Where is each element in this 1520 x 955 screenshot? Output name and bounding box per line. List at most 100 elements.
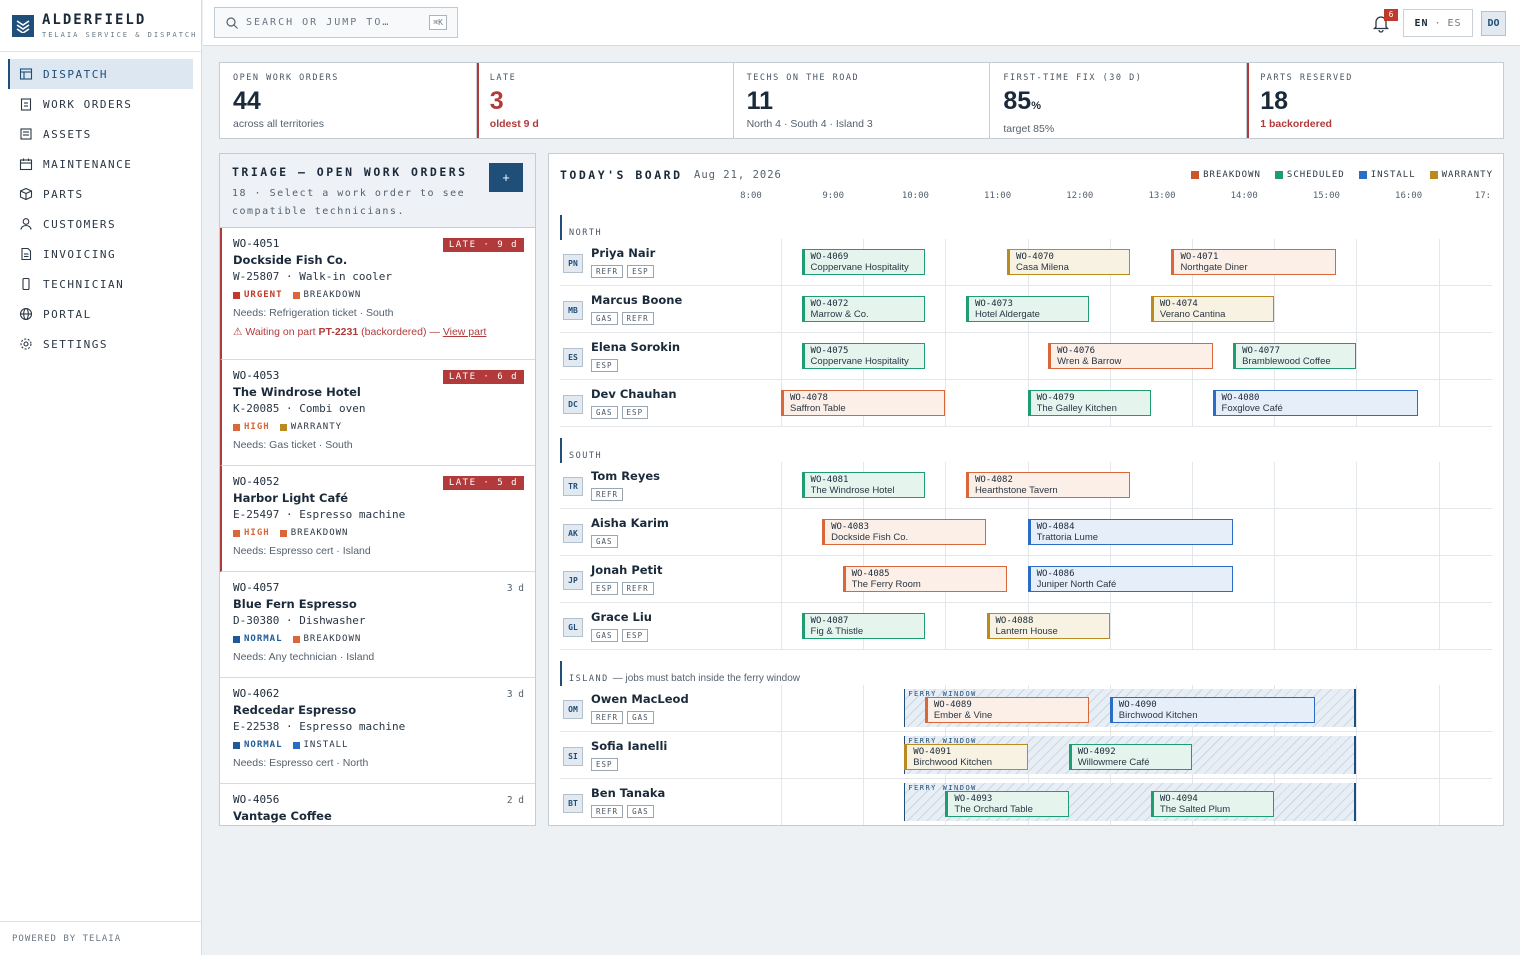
job-block[interactable]: WO-4093 The Orchard Table <box>945 791 1069 817</box>
nav-item-customers[interactable]: CUSTOMERS <box>8 209 193 239</box>
job-block[interactable]: WO-4091 Birchwood Kitchen <box>904 744 1028 770</box>
priority-swatch <box>233 291 240 299</box>
kpi-label: OPEN WORK ORDERS <box>233 73 339 83</box>
tech-name[interactable]: Owen MacLeod <box>591 692 689 706</box>
work-order-card[interactable]: WO-4057 Blue Fern Espresso D-30380 · Dishw… <box>220 572 535 678</box>
tech-avatar[interactable]: JP <box>563 571 583 590</box>
hour-label: 15:00 <box>1312 191 1340 201</box>
tech-avatar[interactable]: OM <box>563 700 583 719</box>
job-customer: Willowmere Café <box>1077 757 1150 768</box>
job-block[interactable]: WO-4082 Hearthstone Tavern <box>965 472 1131 498</box>
job-block[interactable]: WO-4081 The Windrose Hotel <box>801 472 925 498</box>
tech-name[interactable]: Ben Tanaka <box>591 786 666 800</box>
triage-panel: TRIAGE — OPEN WORK ORDERS 18 · Select a … <box>219 153 536 826</box>
job-block[interactable]: WO-4083 Dockside Fish Co. <box>822 519 987 545</box>
tech-name[interactable]: Tom Reyes <box>591 469 660 483</box>
job-block[interactable]: WO-4073 Hotel Aldergate <box>965 296 1090 322</box>
tech-avatar[interactable]: SI <box>563 747 583 766</box>
work-order-card[interactable]: WO-4053 The Windrose Hotel K-20085 · Combi… <box>220 360 535 466</box>
skill-tag: REFR <box>591 711 624 724</box>
legend-item: WARRANTY <box>1429 170 1493 180</box>
job-customer: Northgate Diner <box>1180 262 1248 273</box>
nav-item-assets[interactable]: ASSETS <box>8 119 193 149</box>
bell-icon[interactable] <box>1371 13 1391 33</box>
job-block[interactable]: WO-4069 Coppervane Hospitality <box>801 249 925 275</box>
nav-item-portal[interactable]: PORTAL <box>8 299 193 329</box>
lang-es[interactable]: ES <box>1447 17 1462 29</box>
add-work-order-button[interactable]: + <box>489 163 523 192</box>
customer-name: Dockside Fish Co. <box>233 253 348 267</box>
job-block[interactable]: WO-4092 Willowmere Café <box>1068 744 1192 770</box>
legend-swatch <box>1274 171 1283 179</box>
nav-item-work-orders[interactable]: WORK ORDERS <box>8 89 193 119</box>
tech-avatar[interactable]: DC <box>563 395 583 414</box>
nav-item-label: DISPATCH <box>43 67 108 81</box>
job-block[interactable]: WO-4078 Saffron Table <box>781 390 946 416</box>
nav-item-parts[interactable]: PARTS <box>8 179 193 209</box>
tech-avatar[interactable]: MB <box>563 301 583 320</box>
view-part-link[interactable]: View part <box>442 326 487 338</box>
job-block[interactable]: WO-4088 Lantern House <box>986 613 1110 639</box>
tech-name[interactable]: Jonah Petit <box>591 563 663 577</box>
nav-item-technician[interactable]: TECHNICIAN <box>8 269 193 299</box>
tech-name[interactable]: Aisha Karim <box>591 516 669 530</box>
job-customer: Marrow & Co. <box>810 309 869 320</box>
tech-name[interactable]: Dev Chauhan <box>591 387 677 401</box>
tech-avatar[interactable]: GL <box>563 618 583 637</box>
job-block[interactable]: WO-4086 Juniper North Café <box>1027 566 1234 592</box>
tech-name[interactable]: Priya Nair <box>591 246 656 260</box>
board-date: Aug 21, 2026 <box>694 169 782 181</box>
job-block[interactable]: WO-4075 Coppervane Hospitality <box>801 343 925 369</box>
job-block[interactable]: WO-4084 Trattoria Lume <box>1027 519 1234 545</box>
tech-avatar[interactable]: BT <box>563 794 583 813</box>
work-order-card[interactable]: WO-4062 Redcedar Espresso E-22538 · Espres… <box>220 678 535 784</box>
technician-row: JP Jonah Petit ESP REFR WO-4085 The Ferry Roo… <box>560 556 1492 603</box>
nav-item-settings[interactable]: SETTINGS <box>8 329 193 359</box>
work-order-card[interactable]: WO-4052 Harbor Light Café E-25497 · Espres… <box>220 466 535 572</box>
job-block[interactable]: WO-4090 Birchwood Kitchen <box>1109 697 1316 723</box>
powered-by: POWERED BY TELAIA <box>0 921 201 955</box>
job-block[interactable]: WO-4089 Ember & Vine <box>924 697 1090 723</box>
language-switcher[interactable]: EN · ES <box>1403 9 1473 37</box>
nav-item-invoicing[interactable]: INVOICING <box>8 239 193 269</box>
kpi-card[interactable]: OPEN WORK ORDERS 44 across all territories <box>220 63 477 138</box>
job-block[interactable]: WO-4080 Foxglove Café <box>1212 390 1419 416</box>
brand[interactable]: ALDERFIELD TELAIA SERVICE & DISPATCH <box>0 0 201 52</box>
job-block[interactable]: WO-4076 Wren & Barrow <box>1048 343 1213 369</box>
skill-tag: ESP <box>591 359 618 372</box>
job-block[interactable]: WO-4094 The Salted Plum <box>1150 791 1275 817</box>
job-block[interactable]: WO-4070 Casa Milena <box>1007 249 1131 275</box>
tech-avatar[interactable]: PN <box>563 254 583 273</box>
nav-item-maintenance[interactable]: MAINTENANCE <box>8 149 193 179</box>
search-input[interactable]: SEARCH OR JUMP TO… ⌘K <box>214 7 458 38</box>
job-block[interactable]: WO-4079 The Galley Kitchen <box>1027 390 1151 416</box>
job-customer: The Salted Plum <box>1159 804 1231 815</box>
job-block[interactable]: WO-4077 Bramblewood Coffee <box>1233 343 1357 369</box>
hour-gridline <box>863 732 865 779</box>
tech-skills: REFR <box>591 488 627 501</box>
work-order-card[interactable]: WO-4051 Dockside Fish Co. W-25807 · Walk-i… <box>220 228 535 360</box>
tech-name[interactable]: Marcus Boone <box>591 293 683 307</box>
tech-name[interactable]: Elena Sorokin <box>591 340 681 354</box>
tech-avatar[interactable]: AK <box>563 524 583 543</box>
kpi-card[interactable]: PARTS RESERVED 18 1 backordered <box>1247 63 1503 138</box>
job-id: WO-4076 <box>1057 346 1096 356</box>
job-block[interactable]: WO-4071 Northgate Diner <box>1171 249 1336 275</box>
job-block[interactable]: WO-4085 The Ferry Room <box>842 566 1008 592</box>
kpi-card[interactable]: LATE 3 oldest 9 d <box>476 63 734 138</box>
kpi-card[interactable]: TECHS ON THE ROAD 11 North 4 · South 4 · I… <box>734 63 991 138</box>
avatar[interactable]: DO <box>1481 11 1506 36</box>
tech-avatar[interactable]: ES <box>563 348 583 367</box>
hour-gridline <box>1356 685 1358 732</box>
tech-name[interactable]: Grace Liu <box>591 610 652 624</box>
job-block[interactable]: WO-4074 Verano Cantina <box>1150 296 1275 322</box>
kpi-subtext: North 4 · South 4 · Island 3 <box>746 118 873 130</box>
kpi-card[interactable]: FIRST-TIME FIX (30 D) 85% target 85% <box>990 63 1248 138</box>
nav-item-dispatch[interactable]: DISPATCH <box>8 59 193 89</box>
tech-avatar[interactable]: TR <box>563 477 583 496</box>
job-block[interactable]: WO-4072 Marrow & Co. <box>801 296 925 322</box>
lang-en[interactable]: EN <box>1414 17 1429 29</box>
tech-name[interactable]: Sofia Ianelli <box>591 739 668 753</box>
job-block[interactable]: WO-4087 Fig & Thistle <box>801 613 925 639</box>
